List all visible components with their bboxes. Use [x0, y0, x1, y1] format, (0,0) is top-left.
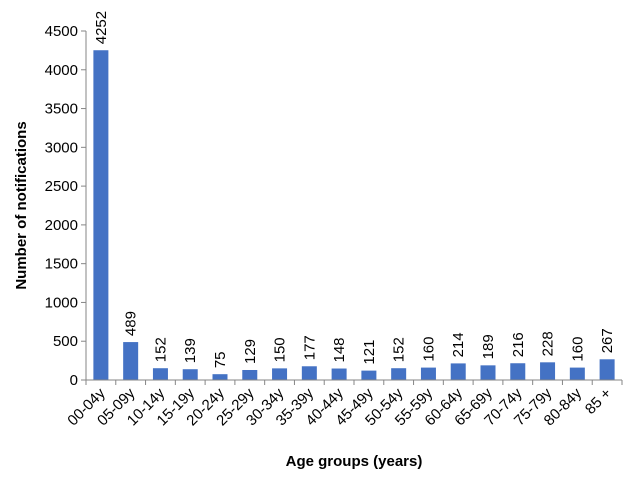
bar-60-64y: [450, 363, 466, 380]
data-label: 148: [331, 337, 348, 362]
bars-layer: [93, 50, 615, 381]
bar-35-39y: [301, 366, 317, 380]
bar-45-49y: [361, 370, 377, 380]
data-label: 150: [272, 337, 289, 362]
bar-10-14y: [152, 368, 168, 380]
bar-70-74y: [510, 363, 526, 380]
data-label: 228: [540, 331, 557, 356]
data-label: 160: [569, 337, 586, 362]
y-tick-label: 1500: [45, 256, 78, 273]
data-labels: 4252 489 152 139 75 129 150 177 148 121 152 160 214 1…: [93, 11, 616, 368]
bar-50-54y: [391, 368, 407, 380]
bar-75-79y: [540, 362, 556, 380]
y-tick-label: 2500: [45, 178, 78, 195]
data-label: 267: [599, 328, 616, 353]
data-label: 4252: [93, 11, 110, 44]
bar-20-24y: [212, 374, 228, 380]
y-tick-label: 4500: [45, 23, 78, 40]
data-label: 129: [242, 339, 259, 364]
x-tick-labels: 00-04y05-09y10-14y15-19y20-24y25-29y30-3…: [64, 384, 615, 429]
y-tick-label: 3500: [45, 101, 78, 118]
data-label: 121: [361, 340, 378, 365]
data-label: 152: [152, 337, 169, 362]
axes-layer: [81, 30, 623, 385]
bar-05-09y: [123, 342, 139, 380]
data-label: 75: [212, 351, 229, 368]
bar-15-19y: [182, 369, 198, 380]
y-axis-title: Number of notifications: [13, 121, 30, 289]
bar-25-29y: [242, 369, 258, 380]
y-tick-label: 4000: [45, 62, 78, 79]
y-tick-label: 2000: [45, 217, 78, 234]
bar-55-59y: [420, 367, 436, 380]
data-label: 160: [420, 337, 437, 362]
y-tick-label: 3000: [45, 139, 78, 156]
data-label: 152: [391, 337, 408, 362]
data-label: 139: [182, 338, 199, 363]
data-label: 489: [123, 311, 140, 336]
data-label: 216: [510, 332, 527, 357]
x-axis-title: Age groups (years): [286, 453, 423, 470]
bar-40-44y: [331, 368, 347, 380]
data-label: 214: [450, 332, 467, 357]
bar-00-04y: [93, 50, 109, 381]
data-label: 189: [480, 334, 497, 359]
bar-80-84y: [569, 367, 585, 380]
y-tick-label: 0: [70, 372, 78, 389]
y-tick-label: 500: [53, 333, 78, 350]
bar-85: [599, 359, 615, 380]
bar-30-34y: [272, 368, 288, 380]
y-tick-labels: 0 500 1000 1500 2000 2500 3000 3500 4000 4500: [45, 23, 78, 389]
x-tick-label: 85 +: [582, 385, 615, 418]
y-tick-label: 1000: [45, 294, 78, 311]
data-label: 177: [301, 335, 318, 360]
bar-65-69y: [480, 365, 496, 380]
